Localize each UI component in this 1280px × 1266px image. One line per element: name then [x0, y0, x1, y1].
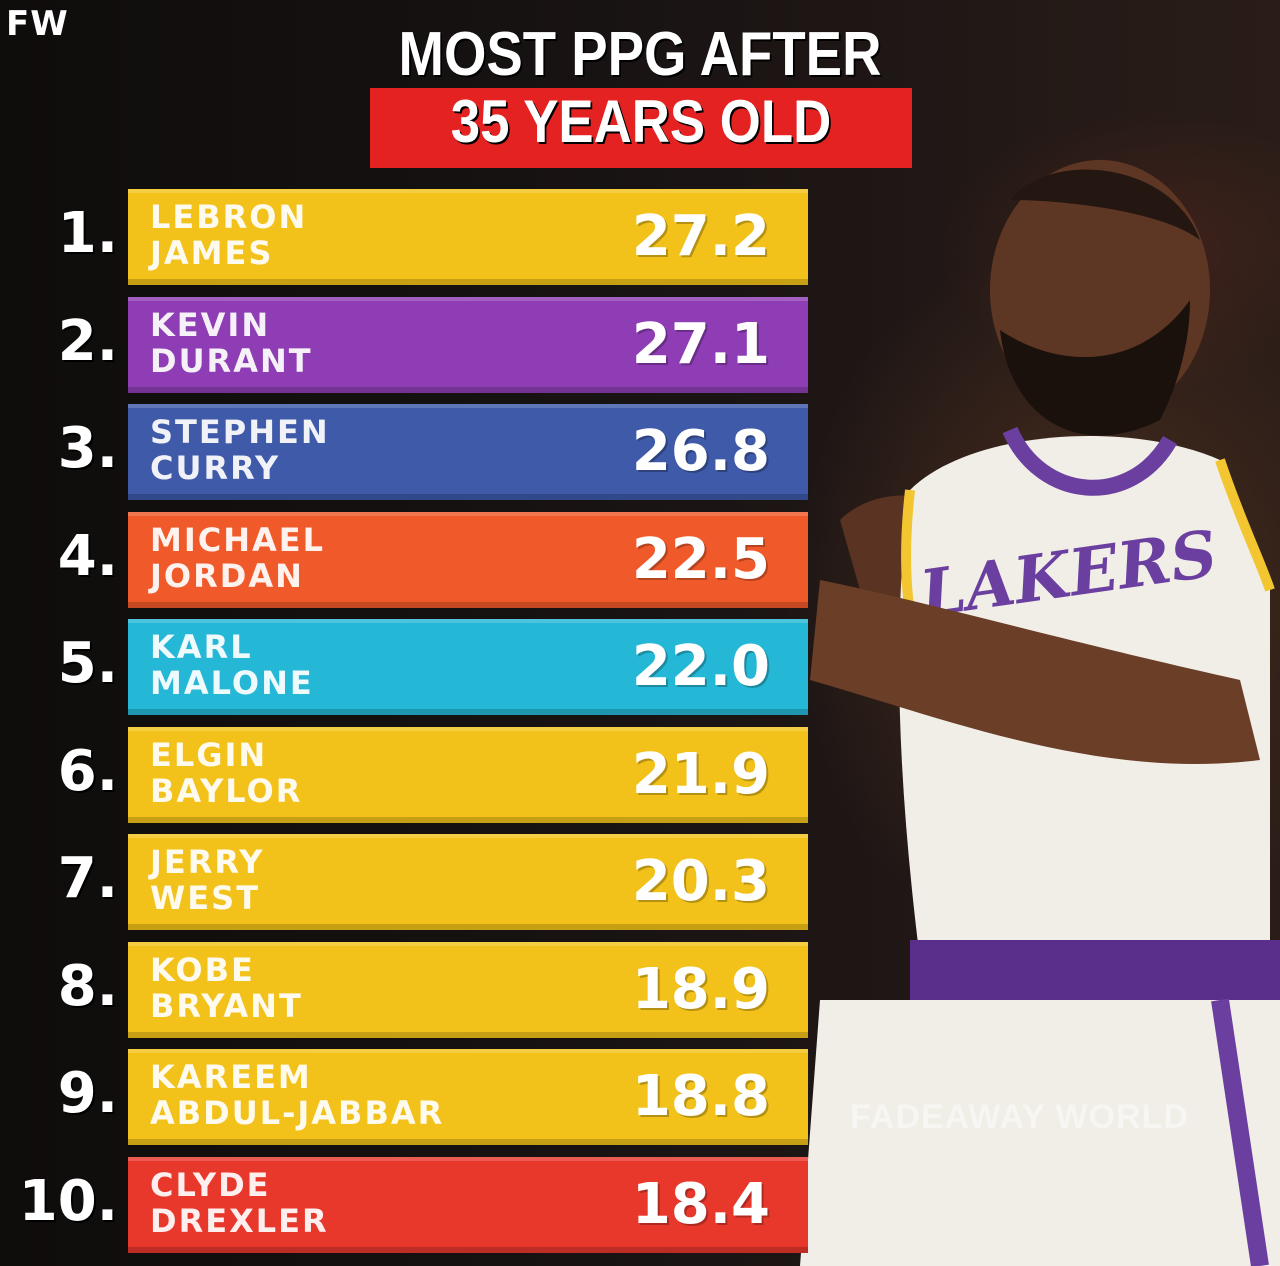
- ranking-bar: JERRY WEST 20.3: [128, 834, 808, 930]
- player-name: CLYDE DREXLER: [150, 1167, 590, 1239]
- ranking-bar: KARL MALONE 22.0: [128, 619, 808, 715]
- player-name: KOBE BRYANT: [150, 952, 590, 1024]
- rank-label: 1.: [57, 201, 118, 266]
- ppg-value: 27.2: [631, 204, 770, 269]
- rank-label: 3.: [57, 416, 118, 481]
- player-first-name: KARL: [150, 628, 253, 666]
- ppg-value: 26.8: [631, 419, 770, 484]
- player-first-name: MICHAEL: [150, 521, 326, 559]
- rank-label: 5.: [57, 631, 118, 696]
- ranking-bar: CLYDE DREXLER 18.4: [128, 1157, 808, 1253]
- player-name: STEPHEN CURRY: [150, 414, 590, 486]
- rank-label: 6.: [57, 739, 118, 804]
- ranking-bar: KEVIN DURANT 27.1: [128, 297, 808, 393]
- rank-label: 10.: [18, 1169, 118, 1234]
- ppg-value: 18.8: [631, 1064, 770, 1129]
- player-last-name: DURANT: [150, 342, 313, 380]
- ranking-bar: MICHAEL JORDAN 22.5: [128, 512, 808, 608]
- player-last-name: WEST: [150, 879, 261, 917]
- ppg-value: 18.9: [631, 957, 770, 1022]
- player-last-name: BRYANT: [150, 987, 303, 1025]
- chart-subtitle: 35 YEARS OLD: [450, 88, 832, 155]
- player-last-name: MALONE: [150, 664, 314, 702]
- player-name: LEBRON JAMES: [150, 199, 590, 271]
- ranking-bar: STEPHEN CURRY 26.8: [128, 404, 808, 500]
- player-name: ELGIN BAYLOR: [150, 737, 590, 809]
- player-first-name: LEBRON: [150, 198, 308, 236]
- player-first-name: KOBE: [150, 951, 255, 989]
- brand-logo: FW: [6, 4, 69, 44]
- ppg-value: 27.1: [631, 312, 770, 377]
- ranking-bar: LEBRON JAMES 27.2: [128, 189, 808, 285]
- ppg-value: 21.9: [631, 742, 770, 807]
- ppg-value: 22.0: [631, 634, 770, 699]
- player-first-name: JERRY: [150, 843, 265, 881]
- ppg-value: 18.4: [631, 1172, 770, 1237]
- player-first-name: ELGIN: [150, 736, 268, 774]
- player-first-name: KAREEM: [150, 1058, 312, 1096]
- player-last-name: DREXLER: [150, 1202, 329, 1240]
- rank-label: 9.: [57, 1061, 118, 1126]
- subtitle-banner: [370, 88, 912, 168]
- player-first-name: CLYDE: [150, 1166, 271, 1204]
- watermark: FADEAWAY WORLD: [850, 1098, 1189, 1136]
- player-name: KEVIN DURANT: [150, 307, 590, 379]
- player-first-name: STEPHEN: [150, 413, 330, 451]
- player-last-name: ABDUL-JABBAR: [150, 1094, 445, 1132]
- rank-label: 4.: [57, 524, 118, 589]
- player-first-name: KEVIN: [150, 306, 271, 344]
- player-last-name: BAYLOR: [150, 772, 303, 810]
- rank-label: 8.: [57, 954, 118, 1019]
- ranking-bar: ELGIN BAYLOR 21.9: [128, 727, 808, 823]
- player-name: MICHAEL JORDAN: [150, 522, 590, 594]
- ppg-value: 22.5: [631, 527, 770, 592]
- player-illustration: LAKERS: [800, 160, 1280, 1266]
- ppg-value: 20.3: [631, 849, 770, 914]
- rank-label: 2.: [57, 309, 118, 374]
- player-name: JERRY WEST: [150, 844, 590, 916]
- ranking-bar: KAREEM ABDUL-JABBAR 18.8: [128, 1049, 808, 1145]
- ranking-bar: KOBE BRYANT 18.9: [128, 942, 808, 1038]
- player-last-name: JAMES: [150, 234, 274, 272]
- player-last-name: JORDAN: [150, 557, 304, 595]
- rank-label: 7.: [57, 846, 118, 911]
- player-name: KAREEM ABDUL-JABBAR: [150, 1059, 590, 1131]
- player-last-name: CURRY: [150, 449, 281, 487]
- player-name: KARL MALONE: [150, 629, 590, 701]
